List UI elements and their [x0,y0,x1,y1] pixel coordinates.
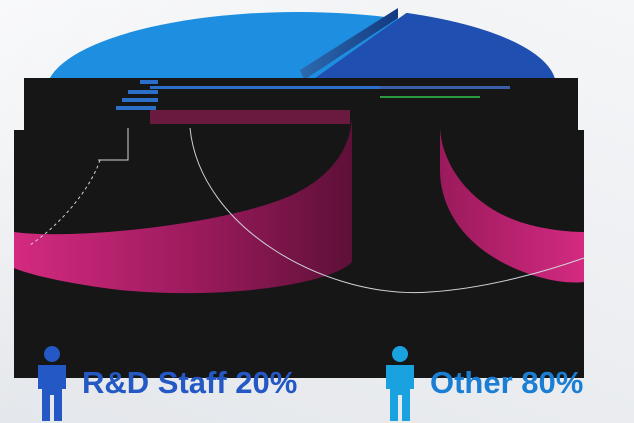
person-body [38,365,66,421]
glitch-strip [150,110,350,124]
legend-label-other: Other 80% [430,365,584,400]
glitch-strip [380,96,480,98]
glitch-strip [116,106,156,110]
pie-rim-left [14,118,352,294]
legend-item-rd: R&D Staff 20% [34,345,297,421]
glitch-strip [140,80,158,84]
pie-highlight-arc-left [29,159,101,246]
pie-slice-rd [304,12,556,95]
person-head [392,346,408,362]
person-head [44,346,60,362]
glitch-strip [122,98,158,102]
pie-slice-rd-side [300,8,398,80]
pie-highlight-corner [98,128,129,161]
glitch-strip [128,90,158,94]
glitch-strip [380,86,510,89]
glitch-strip [150,86,380,89]
pie-rim-right [440,128,584,283]
person-body [386,365,414,421]
legend-item-other: Other 80% [382,345,583,421]
person-icon [38,346,66,421]
person-icon [386,346,414,421]
pie-highlight-arc [189,127,585,294]
legend-label-rd: R&D Staff 20% [82,365,298,400]
